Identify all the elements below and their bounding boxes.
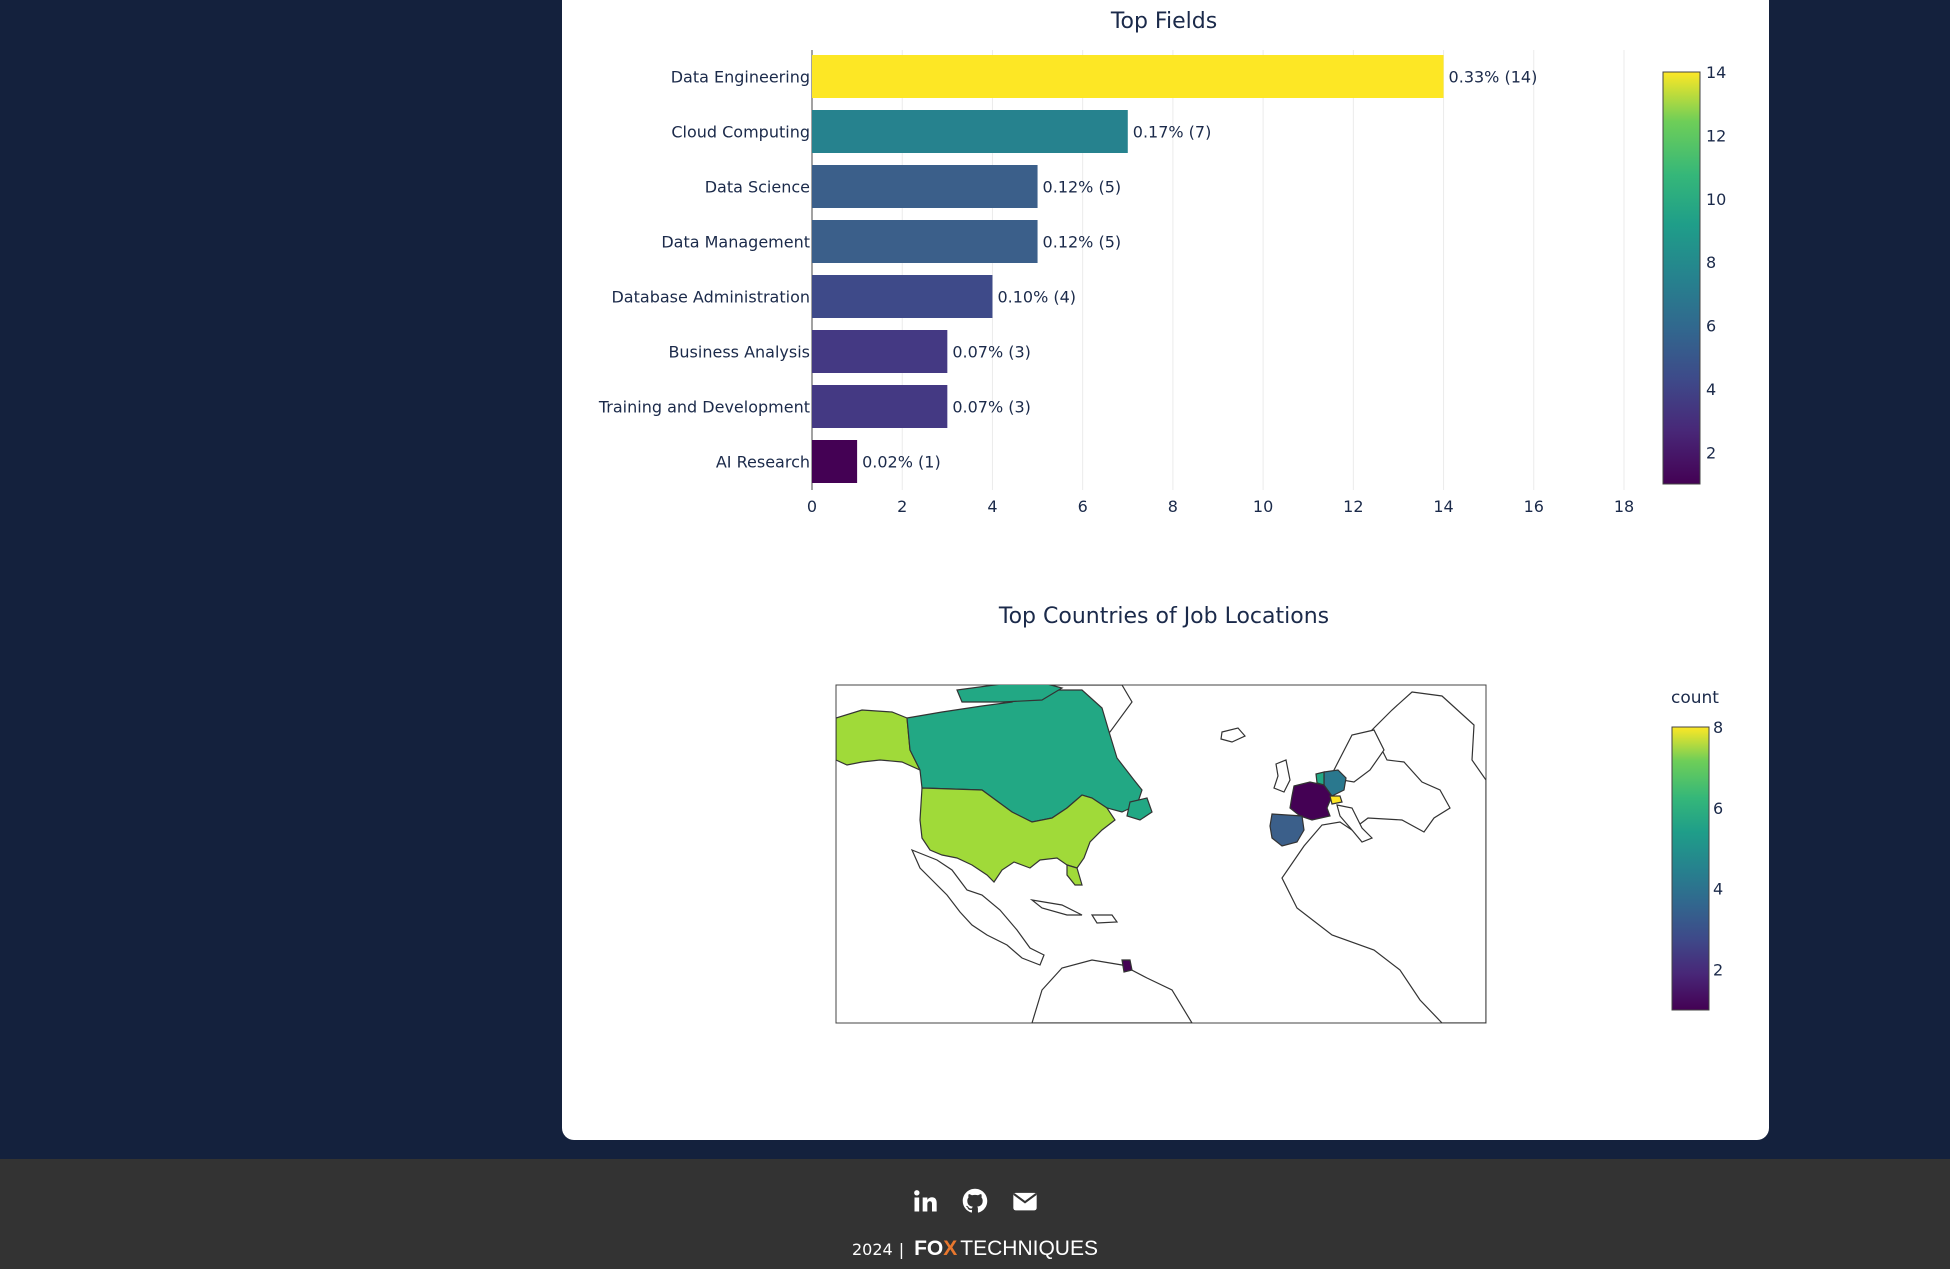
y-tick-label: Training and Development (598, 398, 810, 417)
spain-region (1269, 813, 1305, 847)
map-chart-title: Top Countries of Job Locations (998, 604, 1329, 629)
bar-data-label: 0.07% (3) (952, 398, 1031, 417)
y-tick-label: AI Research (716, 453, 810, 472)
fox-techniques-logo[interactable]: FO X TECHNIQUES (914, 1237, 1098, 1261)
footer-year: 2024 (852, 1239, 893, 1259)
colorbar-tick-label: 4 (1706, 380, 1716, 399)
bar[interactable] (812, 330, 948, 373)
map-land (836, 685, 1486, 1023)
bar-marks: Data Engineering 0.33% (14) Cloud Computin… (598, 55, 1537, 483)
map-colorbar-title: count (1671, 688, 1719, 708)
colorbar-tick-label: 12 (1706, 126, 1726, 145)
site-footer: 2024 | FO X TECHNIQUES (0, 1159, 1950, 1269)
bar-data-label: 0.33% (14) (1449, 68, 1538, 87)
email-icon[interactable] (1011, 1187, 1039, 1215)
brand-x: X (943, 1237, 958, 1260)
bar[interactable] (812, 275, 993, 318)
x-tick-label: 8 (1168, 497, 1178, 516)
bar[interactable] (812, 385, 948, 428)
charts-card: Top Fields Data Engineering 0.33% (14) Clo… (562, 0, 1769, 1140)
y-tick-label: Data Science (705, 178, 810, 197)
colorbar-tick-label: 8 (1706, 253, 1716, 272)
bar[interactable] (812, 55, 1444, 98)
bar-data-label: 0.12% (5) (1043, 178, 1122, 197)
y-tick-label: Business Analysis (668, 343, 810, 362)
brand-fo: FO (914, 1237, 944, 1260)
bar-data-label: 0.07% (3) (952, 343, 1031, 362)
map-colorbar-tick-label: 6 (1713, 799, 1723, 818)
bar-x-ticks: 0 2 4 6 8 10 12 14 16 18 (807, 497, 1634, 516)
map-colorbar: 2 4 6 8 (1671, 718, 1723, 1011)
x-tick-label: 2 (897, 497, 907, 516)
colorbar-tick-label: 2 (1706, 443, 1716, 462)
footer-brand: 2024 | FO X TECHNIQUES (0, 1237, 1950, 1261)
map-colorbar-tick-label: 4 (1713, 880, 1723, 899)
y-tick-label: Database Administration (611, 288, 810, 307)
x-tick-label: 12 (1343, 497, 1363, 516)
europe-africa-region (1281, 691, 1486, 1023)
newfoundland-region (1126, 797, 1153, 821)
linkedin-icon[interactable] (911, 1187, 939, 1215)
french-guiana-region (1121, 959, 1133, 973)
colorbar-tick-label: 14 (1706, 63, 1726, 82)
bar[interactable] (812, 110, 1128, 153)
canada-islands (956, 685, 1064, 703)
netherlands-region (1315, 771, 1325, 786)
map-colorbar-gradient (1671, 726, 1710, 1011)
map-colorbar-tick-label: 8 (1713, 718, 1723, 737)
cuba-region (1029, 899, 1083, 916)
brand-techniques: TECHNIQUES (960, 1237, 1098, 1260)
mexico-region (910, 848, 1045, 966)
colorbar-tick-label: 10 (1706, 190, 1726, 209)
x-tick-label: 0 (807, 497, 817, 516)
github-icon[interactable] (961, 1187, 989, 1215)
bar[interactable] (812, 220, 1038, 263)
colorbar-tick-label: 6 (1706, 317, 1716, 336)
map-colorbar-tick-label: 2 (1713, 961, 1723, 980)
colorbar-gradient (1662, 71, 1701, 485)
x-tick-label: 18 (1614, 497, 1634, 516)
social-icons (0, 1187, 1950, 1215)
footer-separator: | (898, 1239, 905, 1259)
bar-data-label: 0.17% (7) (1133, 123, 1212, 142)
hispaniola-region (1090, 914, 1119, 924)
switzerland-region (1329, 795, 1343, 805)
bar-data-label: 0.12% (5) (1043, 233, 1122, 252)
iceland-region (1220, 727, 1246, 743)
britain-region (1273, 759, 1291, 793)
x-tick-label: 14 (1433, 497, 1453, 516)
x-tick-label: 10 (1253, 497, 1273, 516)
italy-region (1336, 804, 1374, 843)
x-tick-label: 16 (1524, 497, 1544, 516)
charts-svg: Top Fields Data Engineering 0.33% (14) Clo… (598, 9, 1726, 1024)
y-tick-label: Data Engineering (671, 68, 810, 87)
x-tick-label: 4 (987, 497, 997, 516)
alaska-region (836, 709, 922, 772)
bar-data-label: 0.10% (4) (997, 288, 1076, 307)
y-tick-label: Data Management (661, 233, 810, 252)
bar-chart-title: Top Fields (1110, 9, 1217, 34)
bar-data-label: 0.02% (1) (862, 453, 941, 472)
bar[interactable] (812, 440, 858, 483)
x-tick-label: 6 (1078, 497, 1088, 516)
bar[interactable] (812, 165, 1038, 208)
y-tick-label: Cloud Computing (671, 123, 810, 142)
bar-colorbar: 2 4 6 8 10 12 14 (1662, 63, 1726, 485)
florida-region (1066, 864, 1083, 886)
south-america-region (1031, 959, 1193, 1023)
